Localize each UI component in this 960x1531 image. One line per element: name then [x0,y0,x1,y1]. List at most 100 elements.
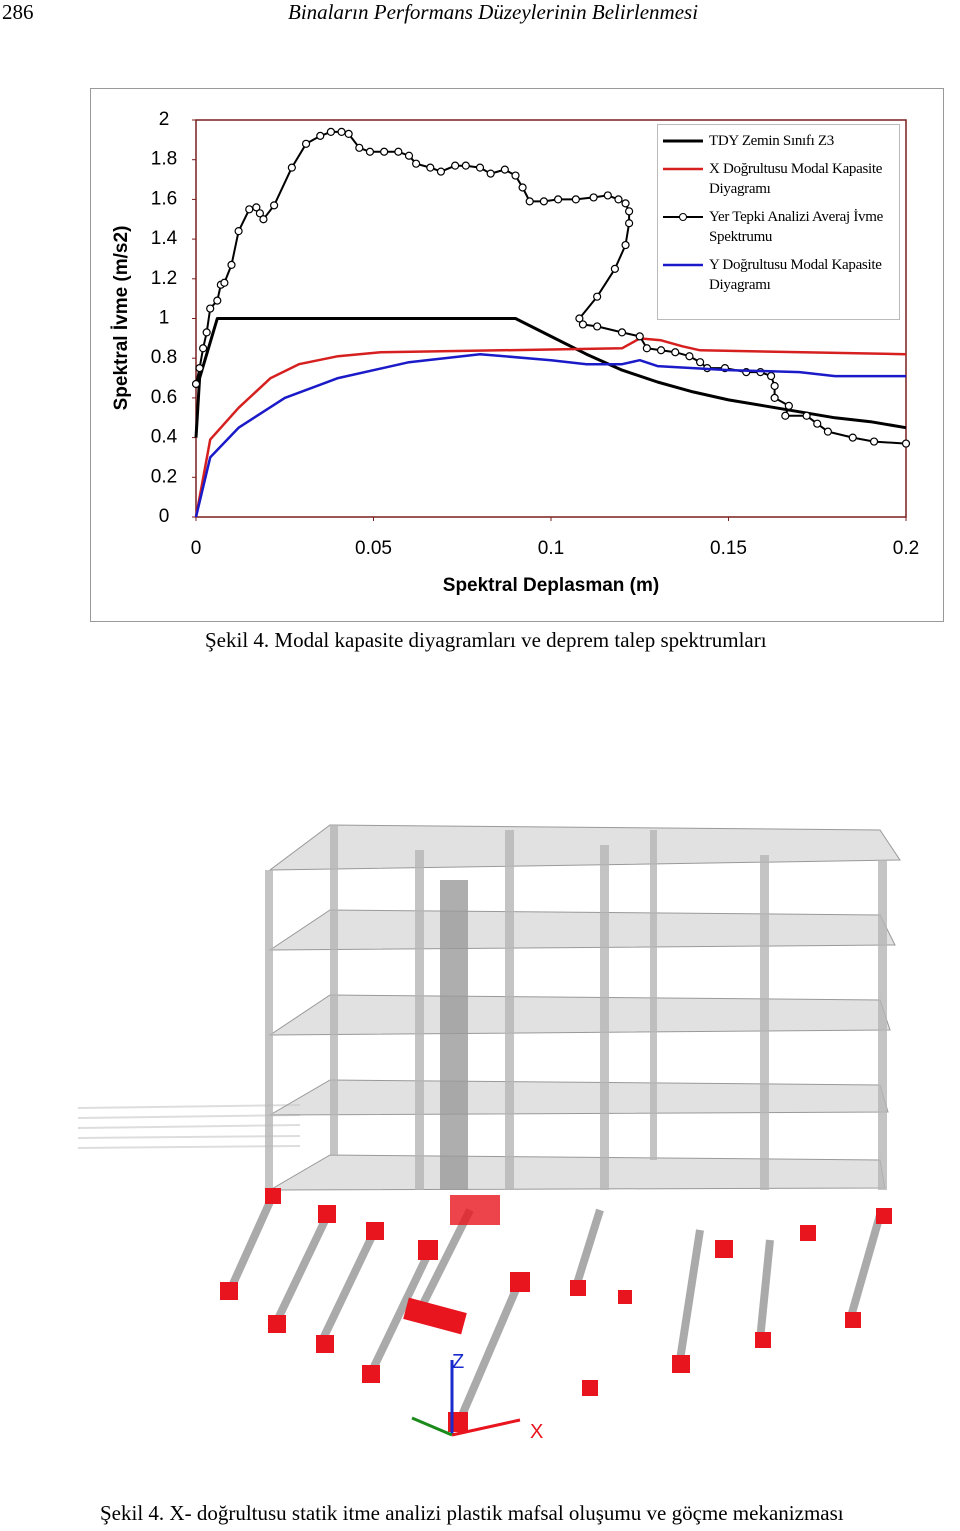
data-point [195,364,204,373]
data-point [635,332,644,341]
legend-item: TDY Zemin Sınıfı Z3 [661,131,899,151]
data-point [781,411,790,420]
data-point [589,193,598,202]
data-point [191,379,201,389]
y-tick-label: 1.8 [151,149,177,170]
running-title: Binaların Performans Düzeylerinin Belirl… [288,0,699,24]
data-point [610,264,620,273]
data-point [436,167,446,176]
coordinate-axes: Z X [411,1351,543,1443]
x-tick-label: 0.05 [355,538,392,559]
legend-label: TDY Zemin Sınıfı Z3 [709,133,834,149]
y-tick-label: 1.6 [151,188,177,209]
data-point [593,322,602,331]
data-point [337,127,346,137]
data-point [518,183,527,192]
data-point [617,328,627,337]
x-tick-label: 0.15 [710,538,747,559]
data-point [603,191,612,200]
data-point [766,371,776,381]
data-point [813,419,822,428]
legs [224,1193,884,1422]
x-tick-label: 0 [191,538,202,559]
y-tick-label: 2 [159,109,170,130]
data-point [802,411,811,420]
data-point [539,197,549,206]
data-point [525,197,534,206]
legend: TDY Zemin Sınıfı Z3 X Doğrultusu Modal Ka… [657,124,900,320]
data-point [823,427,833,436]
floor-slabs [268,824,901,1191]
data-point [259,215,268,224]
legend-label: Yer Tepki Analizi Averaj İvme Spektrumu [709,209,883,245]
legend-item: X Doğrultusu Modal Kapasite Diyagramı [661,159,899,199]
data-point [344,129,353,138]
data-point [624,207,634,216]
data-point [270,201,279,210]
data-point [355,143,364,152]
data-point [412,159,421,168]
data-point [404,151,414,160]
legend-item: Yer Tepki Analizi Averaj İvme Spektrumu [661,207,899,247]
data-point [255,209,264,218]
page-number: 286 [2,0,34,24]
data-point [245,205,254,214]
y-tick-label: 0.8 [151,347,177,368]
data-point [234,227,243,236]
legend-swatch [663,139,703,143]
data-point [784,401,793,410]
data-point [316,131,325,140]
data-point [578,320,588,329]
data-point [685,352,694,361]
data-point [553,195,563,204]
data-point [671,348,680,357]
y-tick-label: 0.2 [151,466,177,487]
data-point [202,328,211,337]
series-line [194,317,907,438]
data-point [500,165,509,174]
x-axis-label: Spektral Deplasman (m) [443,575,659,596]
data-point [571,195,580,204]
columns [265,825,887,1190]
data-point [575,314,584,323]
x-tick-label: 0.1 [538,538,564,559]
data-point [227,260,236,270]
data-point [593,292,602,301]
data-point [475,163,485,172]
data-point [301,139,311,148]
data-point [869,437,879,446]
data-point [621,240,630,250]
data-point [901,439,911,448]
ground-lines [77,1104,301,1149]
data-point [511,171,520,180]
data-point [394,147,403,156]
data-point [380,147,389,156]
series-line [194,337,907,518]
data-point [656,346,666,355]
figure-caption: Şekil 4. X- doğrultusu statik itme anali… [100,1501,844,1525]
data-point [461,161,470,170]
data-point [621,199,630,208]
data-point [848,433,857,442]
plastic-hinges [220,1188,892,1432]
legend-swatch [663,167,703,171]
data-point [614,195,623,204]
y-tick-label: 0 [159,506,170,527]
axis-letter: X [530,1421,543,1443]
data-point [220,278,229,287]
x-tick-label: 0.2 [893,538,919,559]
y-tick-label: 1.4 [151,228,178,249]
data-point [199,344,208,353]
data-point [213,296,222,305]
figure-caption: Şekil 4. Modal kapasite diyagramları ve … [205,628,767,652]
legend-swatch [663,213,703,221]
chart: Spektral Deplasman (m) Spektral İvme (m/… [90,88,944,622]
data-point [642,344,651,353]
data-point [770,393,779,402]
y-tick-label: 0.6 [151,387,177,408]
data-point [624,219,634,228]
data-point [252,203,261,212]
data-point [287,163,296,172]
